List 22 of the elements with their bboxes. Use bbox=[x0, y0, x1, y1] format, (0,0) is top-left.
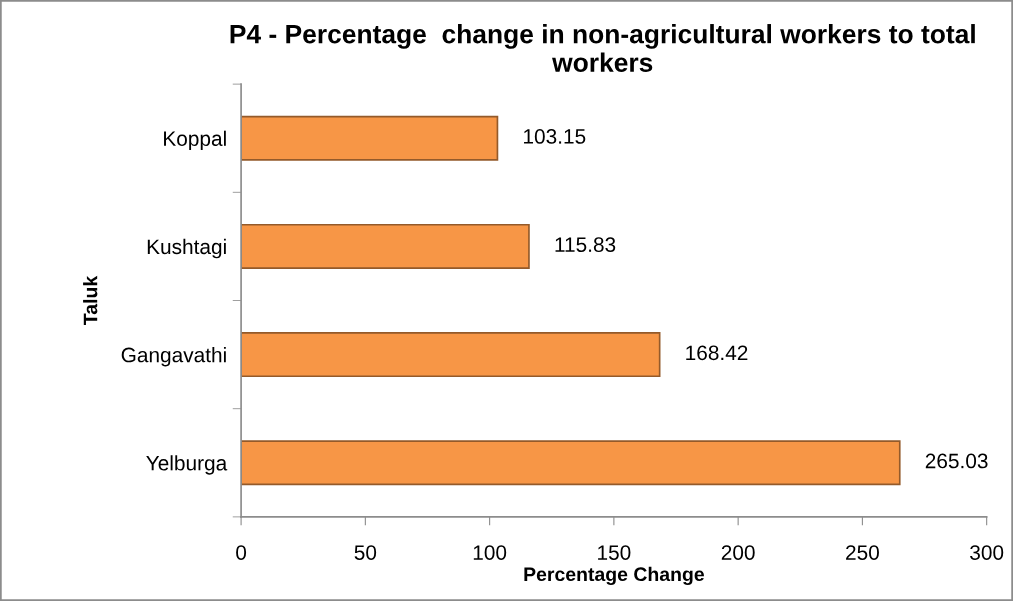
x-tick-label: 300 bbox=[970, 545, 1004, 560]
bar bbox=[241, 332, 661, 378]
data-label: 265.03 bbox=[925, 453, 988, 469]
x-tick-label: 50 bbox=[354, 545, 377, 560]
x-tick-label: 150 bbox=[598, 545, 631, 560]
x-tick-label: 100 bbox=[473, 545, 507, 560]
bar bbox=[241, 115, 499, 161]
y-tick-label: Yelburga bbox=[146, 455, 228, 475]
y-tick-label: Gangavathi bbox=[121, 347, 226, 367]
x-axis-title: Percentage Change bbox=[524, 566, 704, 586]
x-tick-label: 250 bbox=[846, 545, 879, 560]
chart-title: P4 - Percentage change in non-agricultural workers to total workers bbox=[230, 24, 975, 72]
x-tick-label: 200 bbox=[721, 545, 755, 560]
data-label: 168.42 bbox=[686, 345, 748, 361]
bar bbox=[241, 223, 530, 269]
x-tick-label: 0 bbox=[236, 545, 247, 560]
y-tick-label: Kushtagi bbox=[147, 238, 226, 259]
y-tick-label: Koppal bbox=[164, 130, 226, 151]
data-label: 115.83 bbox=[555, 237, 616, 252]
bar bbox=[241, 440, 901, 486]
data-label: 103.15 bbox=[524, 129, 586, 144]
y-axis-title: Taluk bbox=[83, 275, 98, 325]
